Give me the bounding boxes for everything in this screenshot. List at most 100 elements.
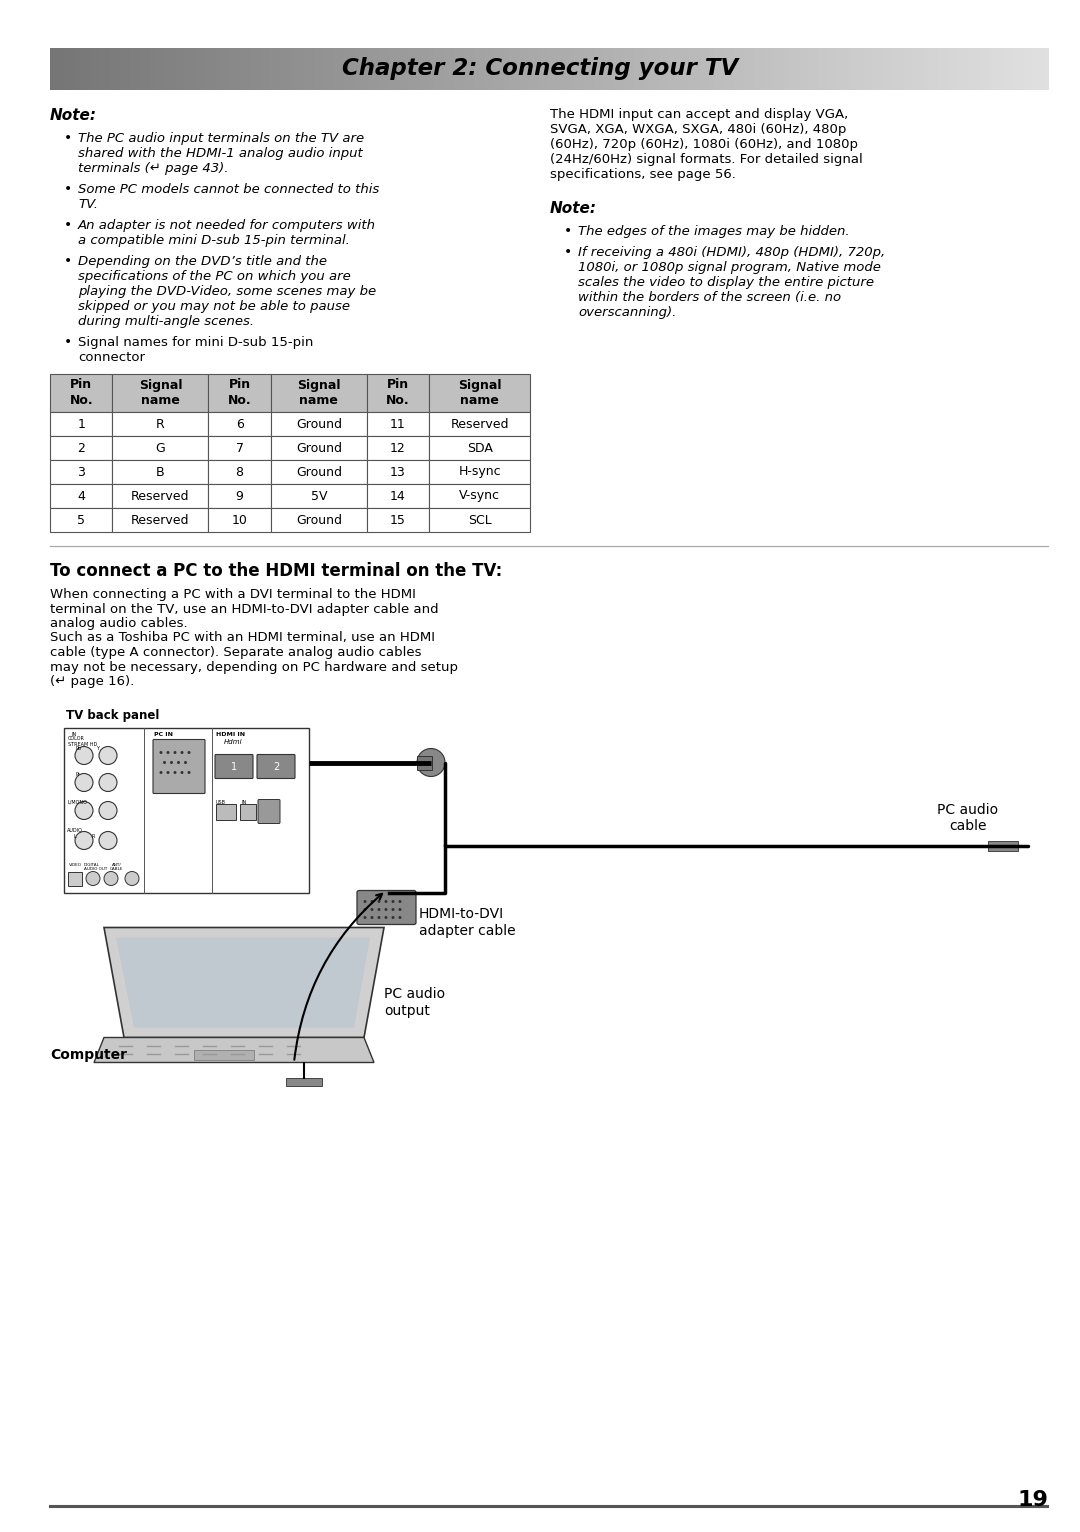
Text: An adapter is not needed for computers with: An adapter is not needed for computers w… [78, 219, 376, 231]
Text: 11: 11 [390, 418, 406, 430]
Bar [1038, 47, 1043, 90]
Bar [489, 47, 495, 90]
Bar [215, 47, 220, 90]
Text: 6: 6 [235, 418, 243, 430]
Text: L: L [75, 835, 77, 840]
Text: 10: 10 [232, 513, 247, 527]
Bar [367, 484, 429, 509]
Bar [893, 47, 899, 90]
Bar [968, 47, 974, 90]
Bar [320, 47, 325, 90]
Bar [286, 1077, 322, 1086]
Bar [554, 47, 559, 90]
Text: HDMI IN: HDMI IN [216, 731, 245, 737]
Circle shape [399, 916, 402, 919]
FancyBboxPatch shape [258, 800, 280, 824]
Text: Signal
name: Signal name [297, 378, 340, 408]
Circle shape [104, 872, 118, 885]
Text: Pin
No.: Pin No. [69, 378, 93, 408]
Bar [664, 47, 670, 90]
Circle shape [384, 908, 388, 912]
Text: Pin
No.: Pin No. [228, 378, 252, 408]
Bar [154, 47, 160, 90]
Bar [295, 47, 300, 90]
Text: VIDEO: VIDEO [69, 863, 82, 867]
Text: PC audio
output: PC audio output [384, 988, 445, 1017]
Bar [234, 47, 240, 90]
Bar [400, 47, 405, 90]
Bar [754, 47, 759, 90]
Text: USB: USB [216, 800, 226, 804]
Circle shape [75, 774, 93, 792]
Bar [604, 47, 609, 90]
Text: (↵ page 16).: (↵ page 16). [50, 676, 134, 688]
Bar [208, 374, 271, 412]
Bar [678, 47, 685, 90]
Circle shape [75, 832, 93, 850]
Bar [95, 47, 100, 90]
Circle shape [99, 774, 117, 792]
Circle shape [378, 908, 380, 912]
Bar [50, 484, 112, 509]
Bar [973, 47, 978, 90]
Bar [310, 47, 315, 90]
Bar [440, 47, 445, 90]
Bar [988, 47, 994, 90]
Text: playing the DVD-Video, some scenes may be: playing the DVD-Video, some scenes may b… [78, 285, 376, 299]
Text: 1: 1 [78, 418, 85, 430]
Text: terminal on the TV, use an HDMI-to-DVI adapter cable and: terminal on the TV, use an HDMI-to-DVI a… [50, 602, 438, 616]
Text: within the borders of the screen (i.e. no: within the borders of the screen (i.e. n… [578, 291, 841, 303]
Bar [64, 728, 309, 893]
Bar [534, 47, 540, 90]
Bar [838, 47, 843, 90]
Bar [389, 47, 395, 90]
Bar [271, 509, 367, 532]
Bar [369, 47, 375, 90]
Circle shape [177, 761, 180, 764]
Bar [271, 437, 367, 460]
Bar [68, 872, 82, 885]
Bar [798, 47, 804, 90]
Bar [579, 47, 584, 90]
Bar [559, 47, 565, 90]
Text: IN: IN [72, 731, 78, 737]
Circle shape [384, 899, 388, 902]
Bar [509, 47, 514, 90]
Text: specifications, see page 56.: specifications, see page 56. [550, 169, 735, 181]
Bar [998, 47, 1003, 90]
Bar [415, 47, 420, 90]
Bar [230, 47, 235, 90]
Text: Y: Y [96, 746, 99, 751]
Bar [1023, 47, 1028, 90]
Text: (60Hz), 720p (60Hz), 1080i (60Hz), and 1080p: (60Hz), 720p (60Hz), 1080i (60Hz), and 1… [550, 138, 858, 152]
Bar [165, 47, 171, 90]
Bar [1003, 47, 1009, 90]
FancyBboxPatch shape [357, 890, 416, 924]
Text: The edges of the images may be hidden.: The edges of the images may be hidden. [578, 225, 850, 237]
Text: specifications of the PC on which you are: specifications of the PC on which you ar… [78, 270, 351, 283]
Circle shape [99, 832, 117, 850]
Text: AUDIO: AUDIO [67, 827, 83, 832]
Bar [170, 47, 175, 90]
Bar [305, 47, 310, 90]
Bar [484, 47, 489, 90]
Bar [933, 47, 939, 90]
Bar [1043, 47, 1049, 90]
Bar [684, 47, 689, 90]
Bar [923, 47, 929, 90]
Text: •: • [64, 132, 72, 146]
Bar [954, 47, 959, 90]
Text: R: R [156, 418, 165, 430]
Bar [208, 412, 271, 437]
Circle shape [370, 916, 374, 919]
Bar [350, 47, 355, 90]
Bar [289, 47, 295, 90]
Bar [339, 47, 345, 90]
Bar [499, 47, 504, 90]
Bar [813, 47, 819, 90]
Text: Pin
No.: Pin No. [387, 378, 409, 408]
Text: 13: 13 [390, 466, 406, 478]
Bar [629, 47, 634, 90]
Text: Ground: Ground [296, 513, 341, 527]
Bar [354, 47, 360, 90]
